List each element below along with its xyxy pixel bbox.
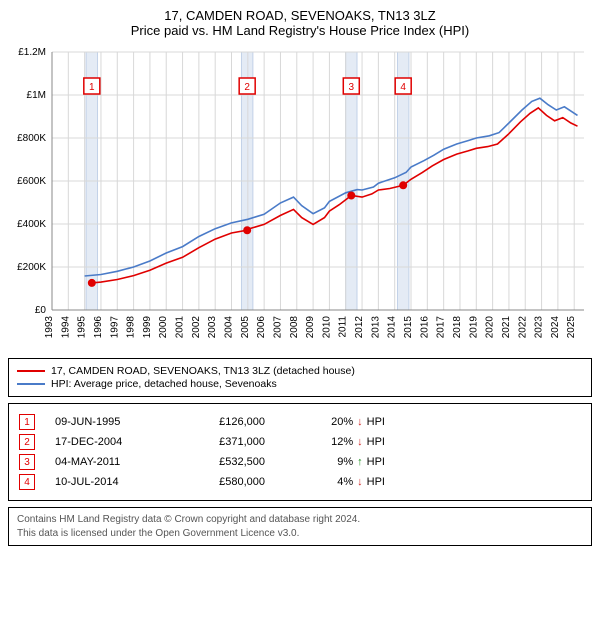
sale-marker-icon: 1 [19,414,35,430]
svg-text:2010: 2010 [321,316,332,339]
svg-text:2024: 2024 [550,316,561,339]
svg-text:2013: 2013 [370,316,381,339]
legend-row-subject: 17, CAMDEN ROAD, SEVENOAKS, TN13 3LZ (de… [17,365,583,377]
svg-text:£600K: £600K [17,176,46,187]
sales-row: 4 10-JUL-2014 £580,000 4% ↓ HPI [19,474,581,490]
sales-row: 3 04-MAY-2011 £532,500 9% ↑ HPI [19,454,581,470]
sale-date: 04-MAY-2011 [55,456,155,468]
legend-label-subject: 17, CAMDEN ROAD, SEVENOAKS, TN13 3LZ (de… [51,365,355,377]
sale-marker-icon: 3 [19,454,35,470]
legend-swatch-subject [17,370,45,372]
sale-date: 17-DEC-2004 [55,436,155,448]
svg-text:1996: 1996 [93,316,104,339]
price-chart: £0 £200K £400K £600K £800K £1M £1.2M 1993 1994 19… [8,44,592,354]
sale-date: 10-JUL-2014 [55,476,155,488]
svg-text:2003: 2003 [207,316,218,339]
title-block: 17, CAMDEN ROAD, SEVENOAKS, TN13 3LZ Pri… [8,8,592,38]
svg-text:2017: 2017 [436,316,447,339]
svg-text:2007: 2007 [272,316,283,339]
sale-pct-vs-hpi: 9% ↑ HPI [285,456,385,468]
chart-container: £0 £200K £400K £600K £800K £1M £1.2M 1993 1994 19… [8,44,592,354]
sale-price: £532,500 [175,456,265,468]
footer-line2: This data is licensed under the Open Gov… [17,527,583,541]
sale-pct-vs-hpi: 4% ↓ HPI [285,476,385,488]
sale-marker-icon: 4 [19,474,35,490]
svg-text:2014: 2014 [387,316,398,339]
legend-label-hpi: HPI: Average price, detached house, Seve… [51,378,277,390]
svg-text:2: 2 [244,82,250,93]
svg-text:2018: 2018 [452,316,463,339]
svg-text:2008: 2008 [289,316,300,339]
svg-text:£1M: £1M [27,90,46,101]
arrow-down-icon: ↓ [357,436,363,448]
svg-text:1: 1 [89,82,95,93]
sale-pct-vs-hpi: 12% ↓ HPI [285,436,385,448]
attribution-footer: Contains HM Land Registry data © Crown c… [8,507,592,546]
legend-swatch-hpi [17,383,45,385]
title-subtitle: Price paid vs. HM Land Registry's House … [8,23,592,38]
svg-text:2000: 2000 [158,316,169,339]
svg-text:2004: 2004 [224,316,235,339]
svg-text:£1.2M: £1.2M [18,47,46,58]
sale-price: £126,000 [175,416,265,428]
sale-pct-vs-hpi: 20% ↓ HPI [285,416,385,428]
svg-text:2009: 2009 [305,316,316,339]
svg-text:2001: 2001 [175,316,186,339]
svg-text:2022: 2022 [517,316,528,339]
svg-text:2005: 2005 [240,316,251,339]
svg-text:2016: 2016 [419,316,430,339]
sale-price: £580,000 [175,476,265,488]
svg-text:2025: 2025 [566,316,577,339]
svg-text:1994: 1994 [60,316,71,339]
svg-text:4: 4 [400,82,406,93]
sales-row: 2 17-DEC-2004 £371,000 12% ↓ HPI [19,434,581,450]
svg-text:2006: 2006 [256,316,267,339]
arrow-up-icon: ↑ [357,456,363,468]
svg-text:2020: 2020 [485,316,496,339]
svg-text:2021: 2021 [501,316,512,339]
sales-table: 1 09-JUN-1995 £126,000 20% ↓ HPI 2 17-DEC-200… [8,403,592,501]
svg-text:1993: 1993 [44,316,55,339]
svg-text:£800K: £800K [17,133,46,144]
legend-row-hpi: HPI: Average price, detached house, Seve… [17,378,583,390]
svg-text:£200K: £200K [17,262,46,273]
svg-text:2019: 2019 [468,316,479,339]
svg-text:£0: £0 [35,305,47,316]
sale-date: 09-JUN-1995 [55,416,155,428]
svg-text:2015: 2015 [403,316,414,339]
svg-text:2023: 2023 [534,316,545,339]
svg-text:2011: 2011 [338,316,349,338]
arrow-down-icon: ↓ [357,416,363,428]
svg-text:2012: 2012 [354,316,365,339]
title-address: 17, CAMDEN ROAD, SEVENOAKS, TN13 3LZ [8,8,592,23]
svg-text:1997: 1997 [109,316,120,339]
svg-text:1998: 1998 [126,316,137,339]
sale-marker-icon: 2 [19,434,35,450]
svg-text:1999: 1999 [142,316,153,339]
sales-row: 1 09-JUN-1995 £126,000 20% ↓ HPI [19,414,581,430]
svg-text:3: 3 [349,82,355,93]
arrow-down-icon: ↓ [357,476,363,488]
svg-text:1995: 1995 [77,316,88,339]
legend: 17, CAMDEN ROAD, SEVENOAKS, TN13 3LZ (de… [8,358,592,397]
svg-text:2002: 2002 [191,316,202,339]
sale-price: £371,000 [175,436,265,448]
svg-text:£400K: £400K [17,219,46,230]
footer-line1: Contains HM Land Registry data © Crown c… [17,513,583,527]
